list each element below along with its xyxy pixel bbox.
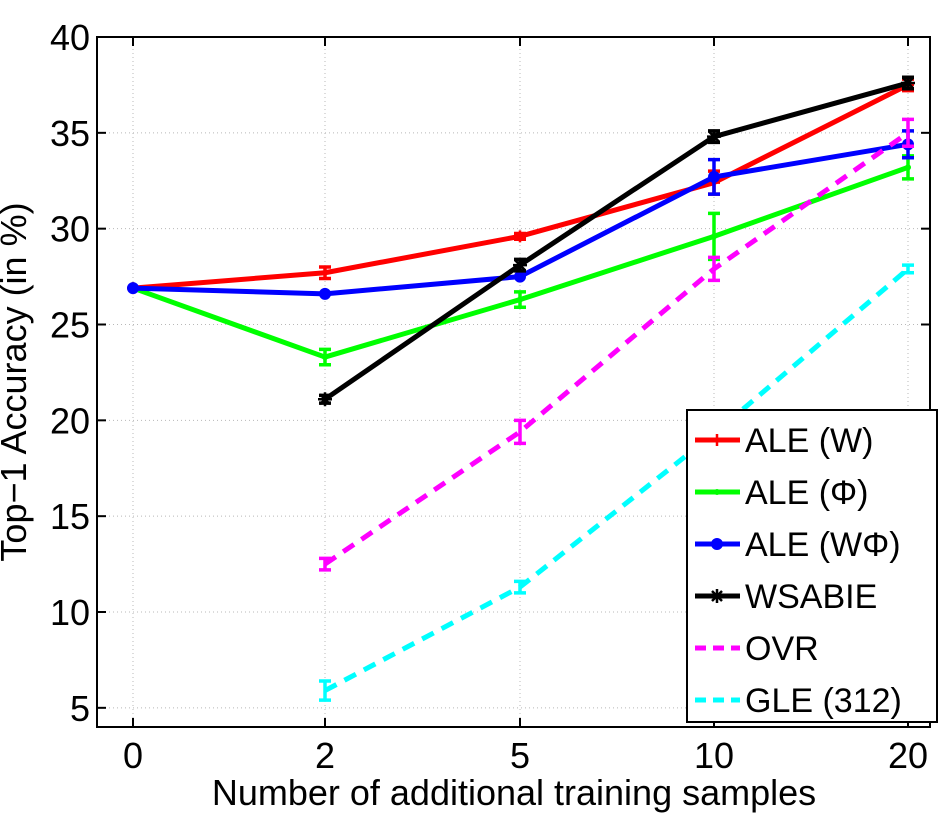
data-marker <box>514 270 526 283</box>
error-bar <box>319 556 331 572</box>
legend-label: ALE (WΦ) <box>745 526 901 564</box>
data-marker <box>319 287 331 300</box>
data-marker <box>901 76 915 90</box>
data-marker <box>318 392 332 407</box>
data-marker <box>905 164 911 171</box>
data-marker <box>319 266 331 279</box>
x-tick-label: 20 <box>888 735 928 776</box>
data-marker <box>711 538 723 550</box>
y-tick-label: 35 <box>50 113 90 154</box>
data-marker <box>514 230 526 243</box>
series-line <box>323 80 909 402</box>
legend-label: WSABIE <box>745 578 877 616</box>
y-tick-label: 15 <box>50 496 90 537</box>
y-tick-label: 40 <box>50 17 90 58</box>
data-marker <box>710 589 724 603</box>
plot-frame <box>96 36 931 728</box>
error-bar <box>902 117 914 148</box>
x-axis-label: Number of additional training samples <box>212 772 816 813</box>
error-bar <box>319 679 331 702</box>
data-marker <box>513 258 527 273</box>
y-tick-label: 20 <box>50 400 90 441</box>
data-marker <box>714 489 720 495</box>
y-tick-label: 10 <box>50 592 90 633</box>
series-line <box>323 267 910 693</box>
legend-label: ALE (W) <box>745 422 873 460</box>
data-marker <box>711 233 717 240</box>
y-tick-label: 5 <box>70 688 90 729</box>
legend-box <box>686 409 938 723</box>
legend-marker <box>710 589 724 603</box>
error-bar <box>514 579 526 595</box>
data-marker <box>127 282 139 295</box>
x-tick-label: 10 <box>694 735 734 776</box>
series-line <box>323 130 910 567</box>
data-marker <box>707 129 721 144</box>
series-4 <box>319 117 914 572</box>
x-tick-label: 0 <box>123 735 143 776</box>
error-bar <box>708 255 720 283</box>
data-marker <box>517 296 523 303</box>
legend: ALE (W) ALE (Φ) ALE (WΦ) WSABIE OVR GLE (312) <box>686 409 938 723</box>
series-1 <box>130 154 914 367</box>
series-layer <box>127 75 915 702</box>
legend-label: GLE (312) <box>745 682 902 720</box>
x-tick-label: 2 <box>315 735 335 776</box>
legend-marker <box>711 434 723 446</box>
legend-label: OVR <box>745 630 819 668</box>
data-marker <box>708 170 720 183</box>
error-bar <box>514 418 526 446</box>
data-marker <box>322 354 328 361</box>
series-2 <box>127 129 914 300</box>
data-marker <box>711 434 723 446</box>
x-tick-label: 5 <box>510 735 530 776</box>
y-tick-label: 30 <box>50 209 90 250</box>
y-axis-label: Top−1 Accuracy (in %) <box>0 202 34 561</box>
legend-marker <box>711 538 723 550</box>
error-bar <box>902 263 914 275</box>
series-3 <box>318 75 915 407</box>
legend-marker <box>714 489 720 495</box>
y-tick-label: 25 <box>50 305 90 346</box>
legend-label: ALE (Φ) <box>745 474 868 512</box>
